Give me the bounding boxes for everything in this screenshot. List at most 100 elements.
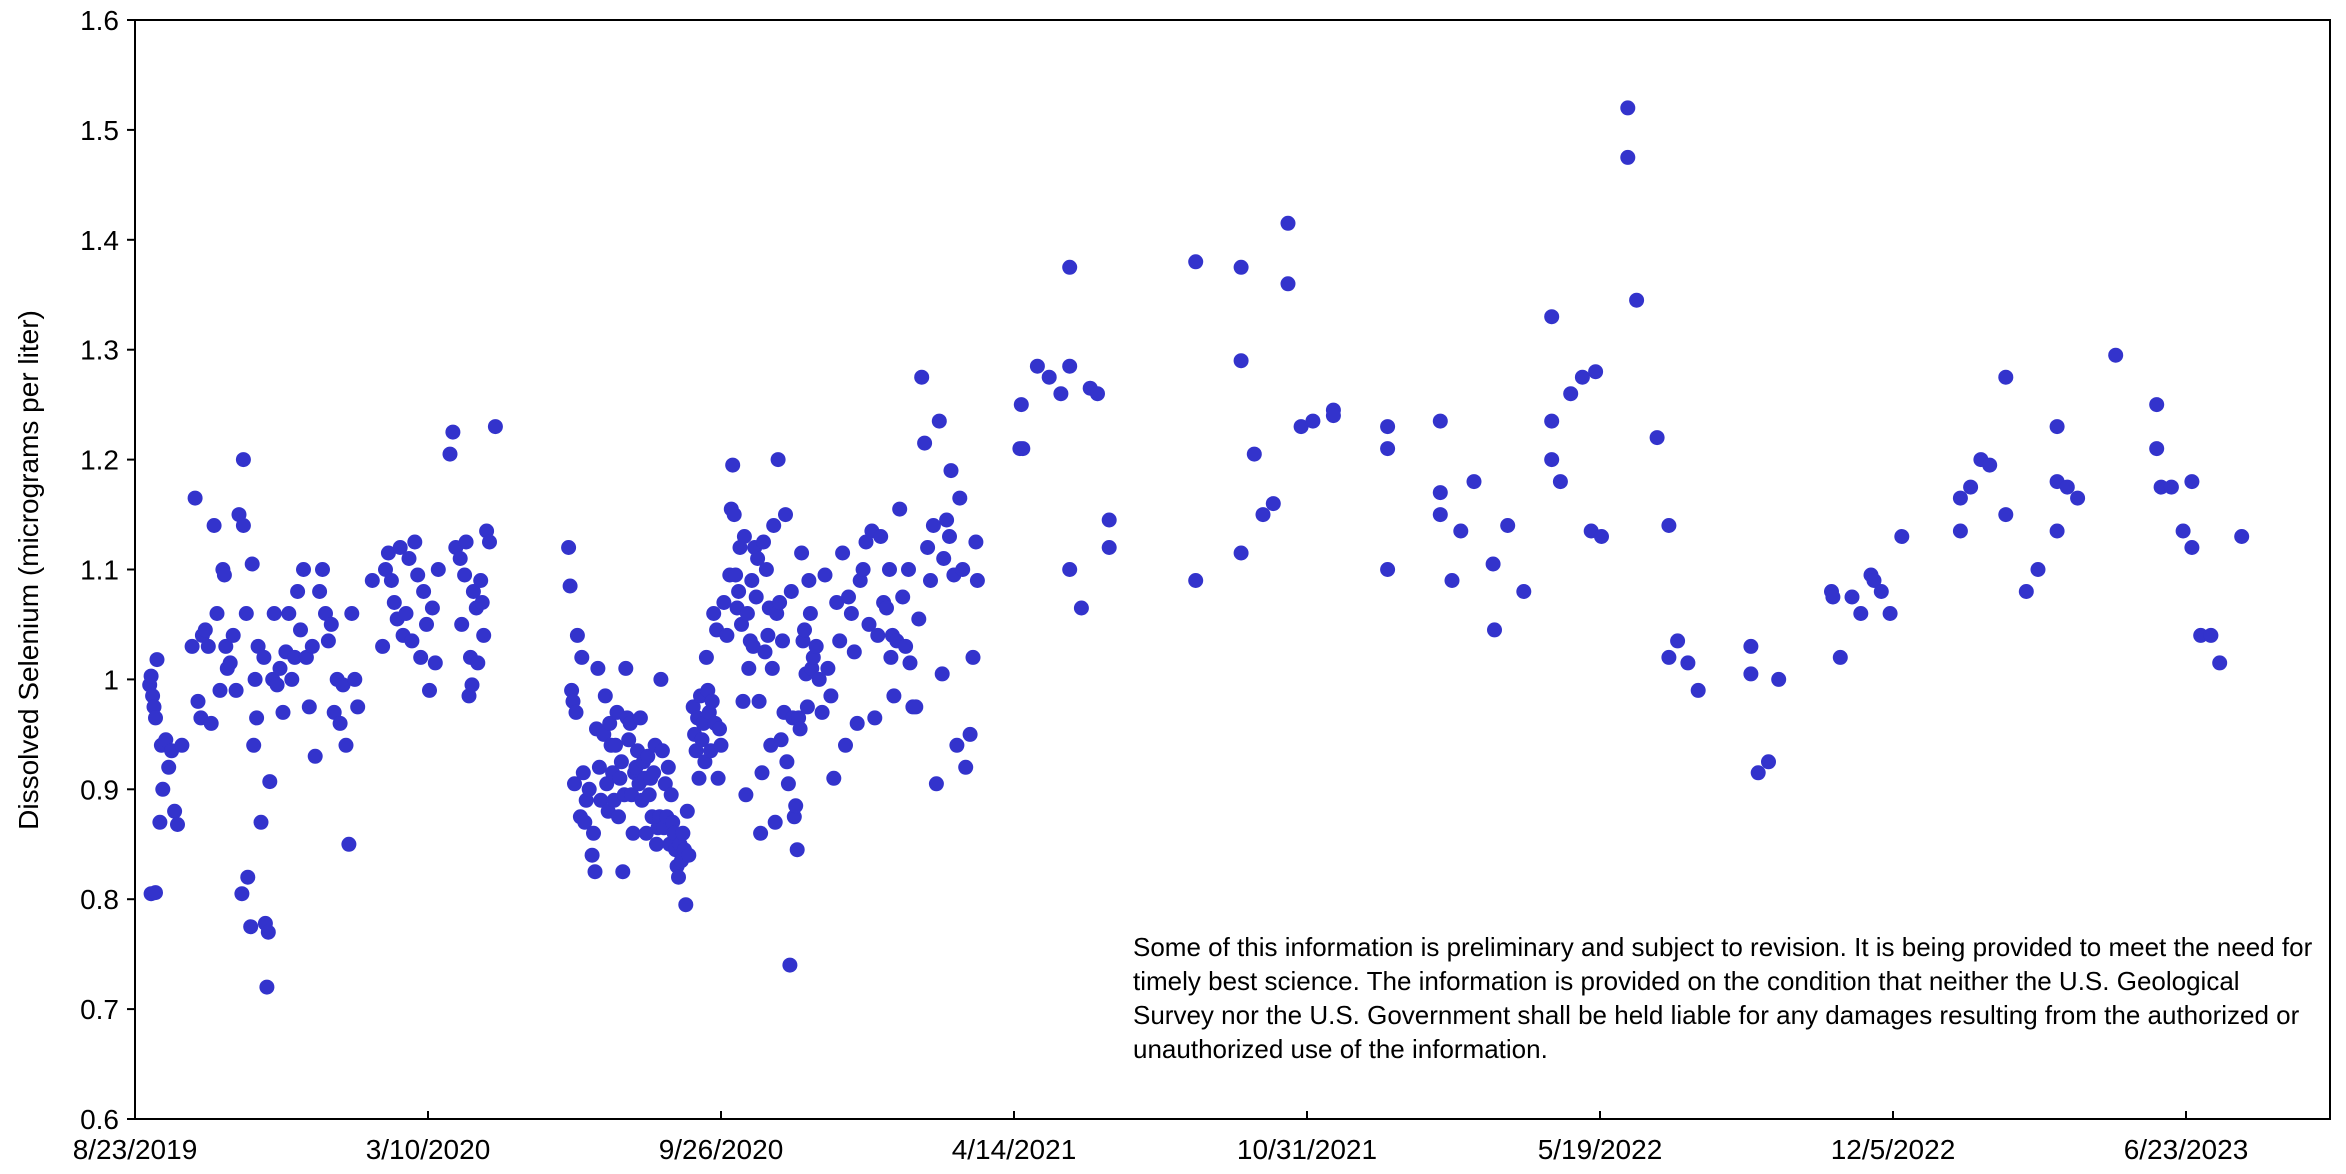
data-point bbox=[895, 589, 911, 605]
data-point bbox=[596, 726, 612, 742]
data-point bbox=[190, 693, 206, 709]
data-point bbox=[1544, 309, 1560, 325]
y-tick-label: 0.9 bbox=[80, 774, 119, 805]
data-point bbox=[817, 567, 833, 583]
data-point bbox=[712, 721, 727, 737]
data-point bbox=[849, 715, 865, 731]
data-point bbox=[301, 699, 317, 715]
data-point bbox=[407, 534, 423, 550]
data-point bbox=[240, 869, 256, 885]
data-point bbox=[203, 715, 219, 731]
data-point bbox=[584, 847, 600, 863]
data-point bbox=[968, 534, 984, 550]
data-point bbox=[1952, 490, 1968, 506]
y-tick-label: 0.6 bbox=[80, 1104, 119, 1135]
data-point bbox=[911, 611, 927, 627]
data-point bbox=[829, 595, 845, 610]
data-point bbox=[1516, 584, 1532, 599]
data-point bbox=[591, 759, 607, 775]
data-point bbox=[335, 677, 351, 693]
data-point bbox=[1594, 529, 1609, 544]
data-point bbox=[1844, 589, 1860, 605]
data-point bbox=[788, 798, 804, 814]
data-point bbox=[482, 534, 497, 550]
data-point bbox=[1743, 666, 1759, 682]
data-point bbox=[323, 616, 339, 632]
data-point bbox=[146, 699, 162, 715]
data-point bbox=[1894, 529, 1910, 544]
data-point bbox=[794, 545, 810, 561]
data-point bbox=[1062, 562, 1078, 577]
data-point bbox=[1500, 518, 1516, 533]
data-point bbox=[272, 660, 288, 676]
data-point bbox=[187, 490, 203, 506]
data-point bbox=[1487, 622, 1502, 638]
data-point bbox=[350, 699, 366, 715]
data-point bbox=[917, 435, 933, 451]
data-point bbox=[1853, 606, 1869, 621]
data-point bbox=[1233, 259, 1249, 275]
data-point bbox=[710, 770, 726, 786]
data-point bbox=[332, 715, 348, 731]
data-point bbox=[581, 781, 597, 797]
data-point bbox=[920, 540, 936, 555]
data-point bbox=[338, 737, 354, 753]
data-point bbox=[654, 743, 670, 759]
data-point bbox=[1246, 446, 1262, 462]
data-point bbox=[1280, 276, 1296, 292]
data-point bbox=[2149, 441, 2165, 457]
data-point bbox=[931, 413, 947, 429]
data-point bbox=[936, 551, 952, 566]
data-points bbox=[142, 100, 2250, 995]
data-point bbox=[772, 595, 788, 610]
data-point bbox=[2070, 490, 2086, 506]
data-point bbox=[424, 600, 440, 616]
data-point bbox=[739, 606, 755, 621]
data-point bbox=[640, 748, 656, 764]
data-point bbox=[155, 781, 171, 797]
data-point bbox=[290, 584, 306, 599]
data-point bbox=[260, 924, 276, 940]
data-point bbox=[835, 545, 851, 561]
data-point bbox=[741, 660, 757, 676]
data-point bbox=[577, 814, 593, 830]
y-tick-label: 1 bbox=[103, 664, 119, 695]
x-axis: 8/23/2019 3/10/2020 9/26/2020 4/14/2021 10/3… bbox=[73, 1111, 2248, 1165]
data-point bbox=[341, 836, 357, 852]
data-point bbox=[923, 573, 938, 588]
data-point bbox=[247, 671, 263, 687]
data-point bbox=[1432, 485, 1448, 501]
data-point bbox=[1013, 397, 1029, 413]
data-point bbox=[246, 737, 262, 753]
data-point bbox=[487, 419, 503, 435]
data-point bbox=[786, 809, 802, 825]
data-point bbox=[569, 627, 585, 643]
data-point bbox=[1466, 474, 1482, 490]
data-point bbox=[158, 732, 174, 748]
data-point bbox=[410, 567, 426, 583]
data-point bbox=[873, 529, 889, 544]
data-point bbox=[2234, 529, 2250, 544]
data-point bbox=[736, 529, 752, 544]
data-point bbox=[646, 765, 662, 781]
data-point bbox=[882, 562, 897, 577]
data-point bbox=[206, 518, 222, 533]
data-point bbox=[473, 573, 489, 588]
data-point bbox=[858, 534, 874, 550]
data-point bbox=[2175, 523, 2191, 539]
data-point bbox=[256, 649, 272, 665]
data-point bbox=[1882, 606, 1898, 621]
data-point bbox=[1233, 545, 1249, 561]
data-point bbox=[218, 638, 234, 654]
data-point bbox=[1444, 573, 1460, 588]
data-point bbox=[735, 693, 751, 709]
x-tick-label: 5/19/2022 bbox=[1538, 1134, 1663, 1165]
data-point bbox=[167, 803, 183, 819]
data-point bbox=[1233, 353, 1249, 369]
data-point bbox=[641, 787, 657, 803]
data-point bbox=[287, 649, 303, 665]
data-point bbox=[586, 825, 601, 841]
data-point bbox=[1293, 419, 1309, 435]
data-point bbox=[235, 518, 251, 533]
data-point bbox=[398, 606, 414, 621]
